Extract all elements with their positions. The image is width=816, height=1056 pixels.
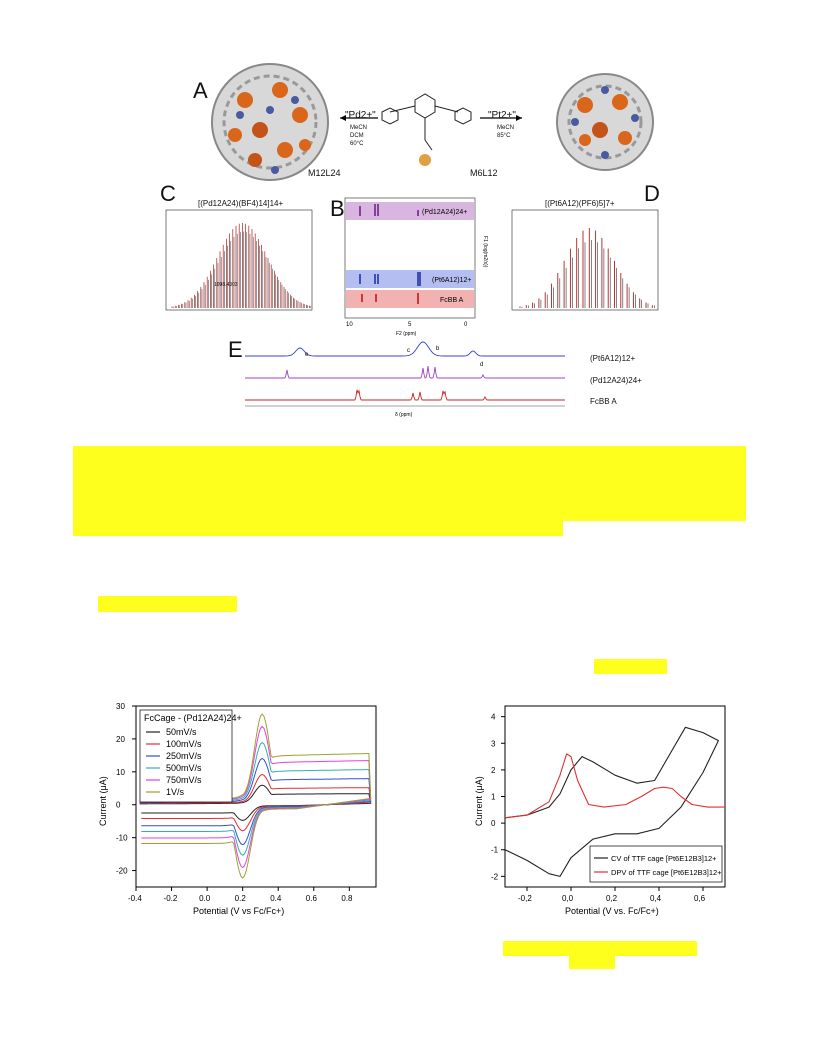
nmr-xlabel: δ (ppm) xyxy=(395,412,413,418)
dosy-label-pd: (Pd12A24)24+ xyxy=(422,209,467,216)
panel-b-dosy: (Pd12A24)24+ (Pt6A12)12+ FcBB A 10 5 0 F… xyxy=(344,197,488,337)
chart-cv-fccage: -0.4 -0.2 0.0 0.2 0.4 0.6 0.8 -20 -10 0 10 20 30 FcC… xyxy=(98,702,377,916)
dosy-label-pt: (Pt6A12)12+ xyxy=(432,277,472,284)
chart2-legend xyxy=(589,845,723,883)
dosy-xtick-1: 5 xyxy=(408,322,412,328)
panel-c-spectrum: 1098.4303 xyxy=(165,209,313,311)
chart2-xtick-label: 0,0 xyxy=(562,894,574,903)
chart1-legend-label: 250mV/s xyxy=(166,751,202,761)
panel-label-a: A xyxy=(193,78,208,103)
chart1-xtick-label: 0.6 xyxy=(306,894,318,903)
dosy-xlabel: F2 (ppm) xyxy=(396,331,417,337)
highlighted-text-line xyxy=(73,521,563,536)
panel-label-d: D xyxy=(644,181,660,206)
chart1-ytick-label: -20 xyxy=(116,867,128,876)
panel-c-title: [(Pd12A24)(BF4)14]14+ xyxy=(198,199,284,208)
chart1-legend-label: 500mV/s xyxy=(166,763,202,773)
chart2-legend-label: DPV of TTF cage [Pt6E12B3]12+ xyxy=(611,868,722,877)
dosy-band-fcbb xyxy=(346,290,474,308)
chart1-xtick-label: 0.0 xyxy=(199,894,211,903)
chart2-xtick-label: 0,6 xyxy=(694,894,706,903)
panel-d-spectrum xyxy=(511,209,659,311)
dosy-ylabel: F1 (log(m2/s)) xyxy=(482,236,488,268)
chart2-xtick-label: -0,2 xyxy=(518,894,532,903)
chart1-legend-title: FcCage - (Pd12A24)24+ xyxy=(144,713,242,723)
chart2-series-line xyxy=(504,726,719,877)
dosy-xtick-2: 0 xyxy=(464,322,468,328)
chart1-ytick-label: 30 xyxy=(116,702,125,711)
highlighted-text-line xyxy=(73,503,746,521)
chart1-ytick-label: 10 xyxy=(116,768,125,777)
nmr-label-pd: (Pd12A24)24+ xyxy=(590,376,642,385)
chart1-xtick-label: 0.2 xyxy=(235,894,247,903)
panel-label-c: C xyxy=(160,181,176,206)
ferrocene-icon xyxy=(419,154,431,166)
chart2-ytick-label: 0 xyxy=(491,819,496,828)
pd-reagent: "Pd2+" xyxy=(345,110,376,121)
chart1-xtick-label: -0.4 xyxy=(128,894,142,903)
highlighted-text-line xyxy=(73,465,746,484)
chart2-ytick-label: -1 xyxy=(491,846,499,855)
chart2-ytick-label: 1 xyxy=(491,793,496,802)
chart2-ytick-label: 3 xyxy=(491,739,496,748)
pt-conditions: MeCN 85°C xyxy=(497,125,515,139)
nmr-peak-d: d xyxy=(480,362,483,368)
chart2-xtick-label: 0,2 xyxy=(606,894,618,903)
highlighted-text-line xyxy=(73,446,746,465)
chart1-xtick-label: 0.8 xyxy=(341,894,353,903)
pd-conditions: MeCN DCM 60°C xyxy=(350,125,368,147)
chart2-xlabel: Potential (V vs. Fc/Fc+) xyxy=(565,906,659,916)
panel-e-nmr: e c b d δ (ppm) xyxy=(245,341,565,418)
pd-cage-illustration xyxy=(211,63,329,181)
chart2-ytick-label: 2 xyxy=(491,766,496,775)
chart1-xlabel: Potential (V vs Fc/Fc+) xyxy=(193,906,284,916)
chart2-ylabel: Current (μA) xyxy=(474,776,484,826)
nmr-trace xyxy=(245,365,565,379)
panel-c-peak-label: 1098.4303 xyxy=(214,282,238,288)
chart1-ylabel: Current (μA) xyxy=(98,776,108,826)
chart1-legend-label: 1V/s xyxy=(166,787,185,797)
nmr-label-fcbb: FcBB A xyxy=(590,397,617,406)
highlighted-text-fragment xyxy=(98,596,237,612)
chart1-xtick-label: -0.2 xyxy=(164,894,178,903)
panel-d-title: [(Pt6A12)(PF6)5]7+ xyxy=(545,199,615,208)
chart1-legend-label: 750mV/s xyxy=(166,775,202,785)
scheme-a-graphic xyxy=(211,63,654,181)
highlighted-text-line xyxy=(73,484,746,503)
nmr-peak-c: c xyxy=(407,348,410,354)
chart1-ytick-label: 0 xyxy=(116,801,121,810)
chart1-xtick-label: 0.4 xyxy=(270,894,282,903)
panel-label-e: E xyxy=(228,337,243,362)
chart1-legend-label: 50mV/s xyxy=(166,727,197,737)
nmr-peak-e: e xyxy=(305,352,309,358)
nmr-trace xyxy=(245,389,565,401)
chart1-legend-label: 100mV/s xyxy=(166,739,202,749)
pt-reagent: "Pt2+" xyxy=(488,110,516,121)
ligand-structure xyxy=(381,93,472,151)
chart2-legend-label: CV of TTF cage [Pt6E12B3]12+ xyxy=(611,854,717,863)
chart-cv-ttf: -0,2 0,0 0,2 0,4 0,6 -2 -1 0 1 2 3 4 CV of TTF cage… xyxy=(474,705,726,916)
highlighted-caption-line xyxy=(569,956,615,969)
chart2-series-line xyxy=(504,753,725,819)
panel-label-b: B xyxy=(330,196,345,221)
chart2-xtick-label: 0,4 xyxy=(650,894,662,903)
nmr-trace xyxy=(245,341,565,357)
pt-cage-label: M6L12 xyxy=(470,168,498,178)
highlighted-caption-line xyxy=(503,941,697,956)
chart1-ytick-label: -10 xyxy=(116,834,128,843)
chart1-ytick-label: 20 xyxy=(116,735,125,744)
dosy-xtick-0: 10 xyxy=(346,322,353,328)
dosy-label-fcbb: FcBB A xyxy=(440,297,464,304)
chart2-ytick-label: 4 xyxy=(491,713,496,722)
chart2-ytick-label: -2 xyxy=(491,872,499,881)
nmr-peak-b: b xyxy=(436,346,440,352)
pt-cage-illustration xyxy=(556,73,654,171)
nmr-label-pt: (Pt6A12)12+ xyxy=(590,354,636,363)
highlighted-text-fragment xyxy=(594,659,667,674)
pd-cage-label: M12L24 xyxy=(308,168,341,178)
